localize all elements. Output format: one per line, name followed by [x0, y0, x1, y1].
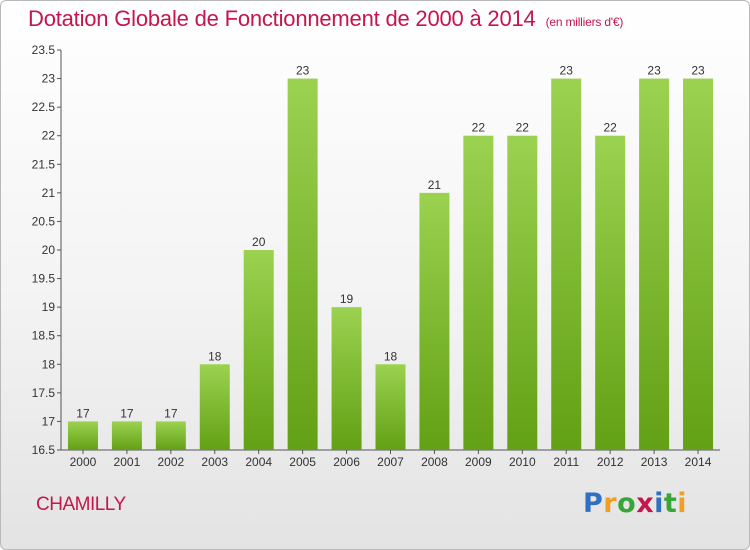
- y-tick-label: 22.5: [32, 100, 56, 114]
- x-tick-label: 2002: [157, 455, 184, 469]
- y-tick-label: 16.5: [32, 443, 56, 457]
- data-label: 19: [340, 292, 354, 306]
- data-label: 17: [120, 406, 134, 420]
- y-tick-label: 23: [42, 72, 56, 86]
- x-tick-label: 2008: [421, 455, 448, 469]
- x-tick-label: 2007: [377, 455, 404, 469]
- data-label: 23: [296, 64, 310, 78]
- brand-letter: i: [654, 488, 664, 519]
- data-label: 20: [252, 235, 266, 249]
- bar[interactable]: [243, 250, 274, 450]
- proxiti-logo[interactable]: Proxiti: [583, 488, 687, 519]
- data-label: 18: [208, 349, 222, 363]
- bar[interactable]: [155, 421, 186, 450]
- bar[interactable]: [375, 364, 406, 450]
- bar[interactable]: [551, 78, 582, 451]
- data-label: 18: [384, 349, 398, 363]
- data-label: 17: [76, 406, 90, 420]
- bar[interactable]: [463, 135, 494, 450]
- y-tick-label: 20.5: [32, 214, 56, 228]
- y-tick-label: 18: [42, 357, 56, 371]
- x-tick-label: 2001: [114, 455, 141, 469]
- y-tick-label: 17: [42, 414, 56, 428]
- data-label: 23: [691, 64, 705, 78]
- x-tick-label: 2004: [245, 455, 272, 469]
- commune-name: CHAMILLY: [36, 494, 126, 515]
- bar[interactable]: [199, 364, 230, 450]
- x-tick-label: 2011: [553, 455, 579, 469]
- x-tick-label: 2014: [685, 455, 712, 469]
- bar[interactable]: [111, 421, 142, 450]
- brand-letter: x: [636, 488, 655, 519]
- data-label: 23: [647, 64, 661, 78]
- x-tick-label: 2013: [641, 455, 668, 469]
- brand-letter: i: [677, 488, 688, 519]
- y-tick-label: 19.5: [32, 272, 56, 286]
- y-tick-label: 20: [42, 243, 56, 257]
- bar[interactable]: [507, 135, 538, 450]
- x-tick-label: 2006: [333, 455, 360, 469]
- data-label: 22: [603, 121, 617, 135]
- y-tick-label: 17.5: [32, 386, 56, 400]
- bar[interactable]: [683, 78, 714, 451]
- y-tick-label: 18.5: [32, 329, 56, 343]
- bar[interactable]: [639, 78, 670, 451]
- bar[interactable]: [595, 135, 626, 450]
- brand-letter: o: [617, 488, 637, 519]
- chart-bars: 17 17 17 18 20 23 19 18 21 22 22 23 22 23 23: [67, 64, 714, 451]
- data-label: 22: [472, 121, 486, 135]
- y-tick-label: 21: [42, 186, 56, 200]
- chart-title-text: Dotation Globale de Fonctionnement de 20…: [28, 6, 536, 31]
- bar[interactable]: [287, 78, 318, 451]
- x-tick-label: 2005: [289, 455, 316, 469]
- data-label: 21: [428, 178, 442, 192]
- x-tick-label: 2012: [597, 455, 624, 469]
- x-tick-label: 2009: [465, 455, 492, 469]
- bar[interactable]: [67, 421, 98, 450]
- brand-letter: P: [583, 488, 604, 519]
- x-tick-label: 2003: [201, 455, 228, 469]
- y-tick-label: 23.5: [32, 43, 56, 57]
- brand-letter: r: [603, 488, 618, 519]
- bar[interactable]: [331, 307, 362, 450]
- y-tick-label: 19: [42, 300, 56, 314]
- data-label: 23: [560, 64, 574, 78]
- data-label: 22: [516, 121, 530, 135]
- y-tick-label: 22: [42, 129, 56, 143]
- y-tick-label: 21.5: [32, 157, 56, 171]
- bar[interactable]: [419, 192, 450, 450]
- brand-letter: t: [663, 488, 678, 519]
- data-label: 17: [164, 406, 178, 420]
- x-tick-label: 2000: [70, 455, 97, 469]
- x-tick-label: 2010: [509, 455, 536, 469]
- chart-title: Dotation Globale de Fonctionnement de 20…: [28, 6, 623, 32]
- chart-unit-label: (en milliers d'€): [545, 15, 624, 29]
